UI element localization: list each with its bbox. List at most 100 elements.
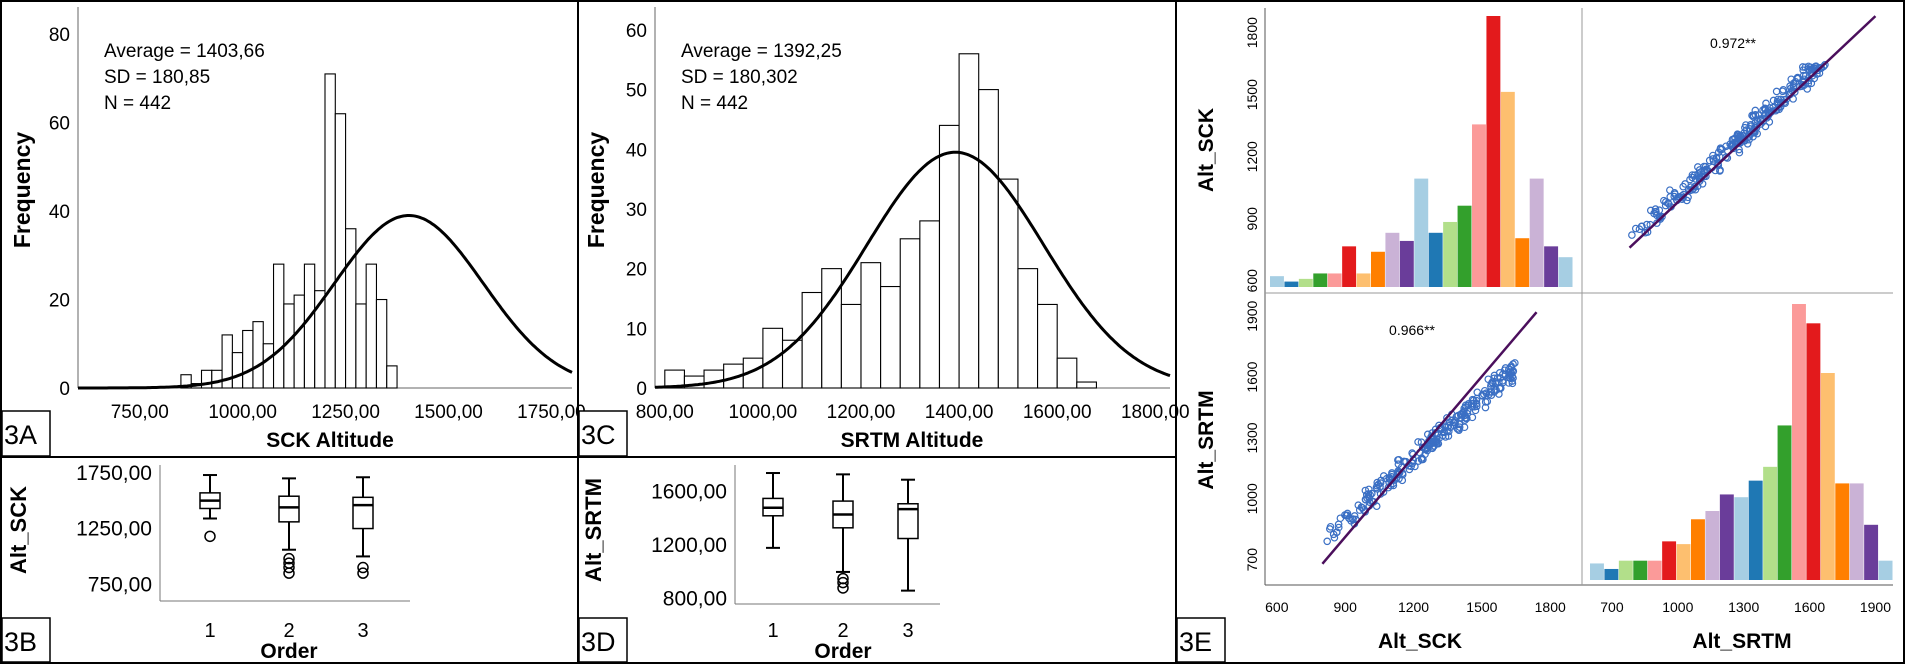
outlier-point [204,530,216,543]
histogram-bar [211,369,223,389]
scatter-point [1789,83,1798,92]
scatter-point [1448,416,1456,425]
scatter-point [1468,395,1477,404]
scatter-point [1688,173,1696,182]
histogram-bar [386,365,398,389]
panel-label-box [578,410,628,457]
scatter-point [1722,153,1730,162]
scatter-point [1507,363,1516,372]
x-tick-label: 900 [1334,599,1358,615]
scatter-point [1660,196,1668,205]
scatter-point [1379,488,1388,496]
histogram-bar-srtm [1820,373,1835,580]
histogram-bar [1056,357,1078,389]
scatter-point [1464,400,1473,408]
panel-label-box [1176,617,1226,663]
histogram-bar [1037,303,1058,389]
scatter-point [1801,63,1810,72]
scatter-point [1394,470,1403,478]
x-tick-label: 3 [357,620,368,642]
scatter-point [1467,399,1476,408]
stat-annotation: Average = 1392,25 [681,41,842,62]
y-tick-label: 1750,00 [76,462,152,485]
outlier-point [283,561,295,574]
scatter-point [1373,478,1382,487]
scatter-point [1336,514,1345,523]
x-tick-label: 1000 [1662,599,1693,615]
histogram-bar-srtm [1662,541,1677,580]
scatter-point [1508,377,1516,385]
x-tick-label: 1300 [1728,599,1759,615]
x-tick-label: 1000,00 [729,402,798,423]
scatter-point [1646,206,1655,215]
x-axis-label-srtm: Alt_SRTM [1692,630,1791,653]
x-tick-label: 1200,00 [827,402,896,423]
scatter-point [1455,426,1463,435]
y-tick-label: 40 [626,140,647,161]
histogram-bar-sck [1399,240,1414,287]
y-tick-label: 1800 [1244,17,1260,48]
y-tick-label: 800,00 [663,588,727,611]
x-tick-label: 3 [902,620,913,642]
scatter-point [1349,515,1357,523]
histogram-bar [938,124,960,389]
x-tick-label: 2 [837,620,848,642]
stat-annotation: N = 442 [681,93,748,114]
histogram-bar-srtm [1647,560,1662,580]
scatter-point [1787,75,1796,84]
y-tick-label: 80 [49,25,70,46]
stat-annotation: N = 442 [104,93,171,114]
scatter-point [1376,479,1385,487]
y-tick-label: 600 [1244,269,1260,293]
histogram-bar [801,291,823,389]
scatter-point [1333,528,1341,536]
y-tick-label: 1300 [1244,422,1260,453]
scatter-point [1643,220,1651,229]
scatter-point [1686,175,1694,184]
histogram-bar-sck [1414,178,1429,287]
histogram-bar [180,374,192,389]
scatter-point [1738,131,1747,140]
normal-curve [78,214,573,390]
x-tick-label: 750,00 [111,402,169,423]
histogram-bar-sck [1544,246,1559,287]
correlation-label: 0.972** [1710,35,1756,51]
x-axis-label-sck: Alt_SCK [1378,630,1462,653]
scatter-point [1446,423,1455,432]
scatter-point [1712,153,1721,162]
y-tick-label: 1900 [1244,300,1260,331]
scatter-point [1323,537,1331,546]
x-tick-label: 800,00 [636,402,694,423]
scatter-point [1656,215,1665,223]
y-tick-label: 20 [49,291,70,312]
y-axis-label-srtm: Alt_SRTM [1195,390,1218,489]
x-axis-label: SRTM Altitude [841,429,984,452]
panel-label-3e: 3E [1179,627,1212,657]
histogram-bar-sck [1385,232,1400,287]
x-tick-label: 1750,00 [517,402,586,423]
scatter-matrix: 0.972** 0.966** 600 900 1200 1500 1800 700 1000 1… [1195,8,1893,653]
x-tick-label: 600 [1265,599,1289,615]
histogram-srtm: 800,00 1000,00 1200,00 1400,00 1600,00 1800,0… [583,7,1190,452]
y-axis-label: Alt_SCK [6,486,31,574]
scatter-point [1509,367,1518,375]
x-tick-label: 1 [767,620,778,642]
scatter-point [1803,85,1812,93]
histogram-bar-sck [1327,273,1342,287]
histogram-bar-sck [1558,257,1573,287]
scatter-point [1681,180,1689,188]
panel-label-3c: 3C [581,420,616,450]
y-tick-label: 700 [1244,548,1260,572]
histogram-bar-sck [1457,205,1472,287]
histogram-bar [365,263,378,389]
scatter-point [1481,398,1490,406]
scatter-point [1326,522,1335,531]
y-axis-label: Frequency [583,132,609,249]
histogram-bar-sck [1298,278,1313,287]
histogram-bar-sck [1472,124,1486,288]
outlier-point [837,582,849,594]
histogram-bar-sck [1443,221,1458,287]
x-tick-label: 2 [283,620,294,642]
panel-label-box [1,617,51,663]
